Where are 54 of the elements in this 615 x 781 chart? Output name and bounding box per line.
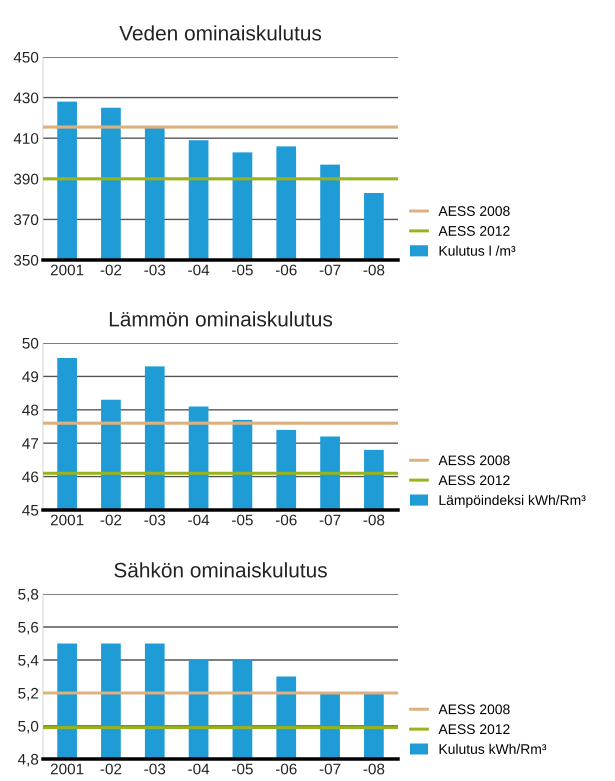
- x-tick-label: 2001: [50, 514, 84, 526]
- y-tick-label: 410: [14, 133, 38, 144]
- legend-label: AESS 2008: [438, 704, 510, 714]
- x-tick-label: -04: [188, 514, 210, 526]
- y-tick-label: 430: [14, 92, 38, 104]
- y-tick-label: 47: [22, 438, 38, 449]
- x-tick-label: -02: [100, 764, 122, 774]
- chart-title: Sähkön ominaiskulutus: [114, 562, 327, 578]
- y-tick-label: 5,0: [18, 720, 38, 734]
- y-tick-label: 50: [22, 338, 38, 349]
- x-tick-label: -02: [100, 264, 122, 276]
- y-tick-label: 4,8: [18, 754, 38, 766]
- x-tick-label: -04: [188, 764, 210, 774]
- x-tick-label: -05: [232, 264, 253, 276]
- x-tick-label: 2001: [50, 764, 84, 774]
- legend-label: AESS 2008: [438, 455, 510, 466]
- x-tick-label: -03: [144, 764, 166, 774]
- y-tick-label: 48: [22, 404, 38, 416]
- legend-label: Lämpöindeksi kWh/Rm³: [440, 494, 586, 508]
- x-tick-label: -08: [364, 514, 384, 526]
- y-tick-label: 370: [14, 214, 38, 226]
- legend-label: Kulutus l /m³: [440, 246, 516, 256]
- x-tick-label: -08: [364, 264, 384, 276]
- x-tick-label: -05: [232, 764, 253, 774]
- y-tick-label: 46: [22, 471, 38, 482]
- x-tick-label: -03: [144, 264, 166, 276]
- ref-line-label: AESS 2012: [438, 724, 510, 734]
- x-tick-label: -06: [276, 514, 297, 526]
- x-tick-label: -07: [320, 764, 340, 774]
- y-tick-label: 5,2: [18, 688, 38, 700]
- x-tick-label: -07: [320, 264, 340, 276]
- x-tick-label: -05: [232, 514, 253, 526]
- legend-label: AESS 2012: [438, 226, 510, 236]
- y-tick-label: 5,8: [18, 588, 38, 602]
- x-tick-label: 2001: [50, 264, 84, 276]
- x-tick-label: -02: [100, 514, 122, 526]
- x-tick-label: -06: [276, 264, 297, 276]
- x-tick-label: -08: [364, 764, 384, 774]
- y-tick-label: 390: [14, 174, 38, 184]
- legend-label: AESS 2008: [438, 206, 510, 216]
- chart-title: Lämmön ominaiskulutus: [110, 311, 332, 327]
- y-tick-label: 5,6: [18, 622, 38, 634]
- x-tick-label: -07: [320, 514, 340, 526]
- y-tick-label: 49: [22, 371, 38, 382]
- x-tick-label: -04: [188, 264, 210, 276]
- legend-label: Kulutus kWh/Rm³: [440, 744, 546, 754]
- chart-title: Veden ominaiskulutus: [119, 25, 322, 41]
- x-tick-label: -06: [276, 764, 297, 774]
- x-tick-label: -03: [144, 514, 166, 526]
- y-tick-label: 350: [14, 254, 38, 266]
- y-tick-label: 5,4: [18, 655, 38, 668]
- y-tick-label: 45: [22, 505, 38, 516]
- y-tick-label: 450: [14, 52, 38, 63]
- ref-line-label: AESS 2012: [438, 475, 510, 486]
